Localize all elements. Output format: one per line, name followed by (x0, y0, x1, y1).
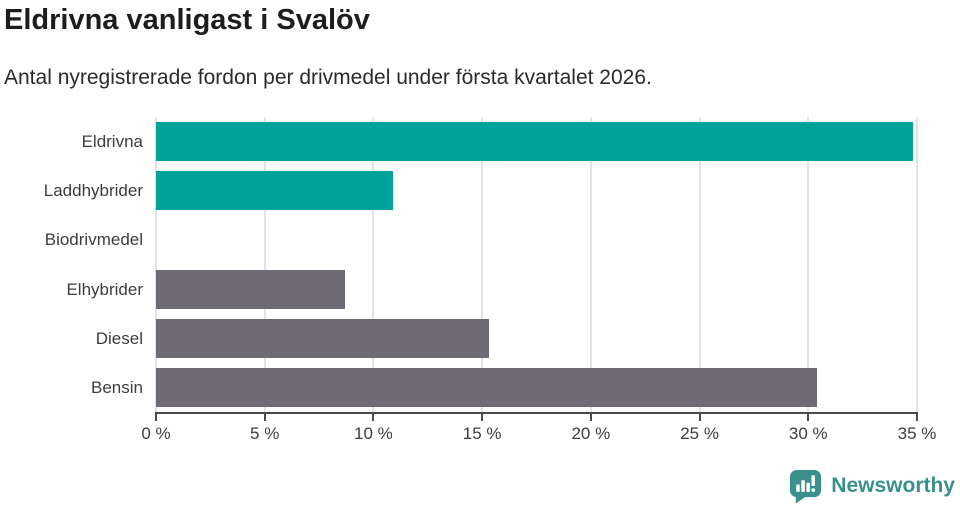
category-label: Laddhybrider (43, 181, 143, 201)
x-axis-line (155, 412, 918, 414)
x-axis-tick-label: 35 % (897, 424, 937, 443)
x-axis-tick (589, 414, 592, 421)
chart-title: Eldrivna vanligast i Svalöv (4, 4, 370, 36)
gridline (916, 117, 918, 412)
x-axis-tick (916, 414, 918, 421)
x-axis-tick-label: 15 % (462, 424, 502, 443)
x-axis-tick (481, 414, 484, 421)
bar (156, 171, 393, 211)
x-axis-tick-label: 25 % (680, 424, 719, 443)
bar (156, 367, 817, 407)
x-axis-tick (807, 414, 810, 421)
x-axis-tick (263, 414, 266, 421)
bar (156, 318, 489, 358)
x-axis-tick-label: 30 % (788, 424, 828, 443)
x-axis-tick (155, 414, 157, 421)
category-label: Elhybrider (66, 279, 143, 299)
newsworthy-logo-icon (790, 469, 822, 504)
bar (156, 269, 346, 309)
x-axis-tick-label: 0 % (141, 424, 171, 443)
horizontal-bar-chart: Eldrivna Laddhybrider Biodrivmedel Elhybrid… (0, 117, 960, 457)
bar (156, 122, 913, 162)
x-axis-tick-label: 10 % (354, 424, 393, 443)
x-axis-tick-label: 5 % (250, 424, 280, 443)
plot-area (155, 117, 918, 412)
gridline (155, 117, 157, 412)
x-axis-tick (372, 414, 375, 421)
brand-footer: Newsworthy (788, 468, 955, 504)
category-label: Biodrivmedel (44, 230, 143, 250)
category-label: Eldrivna (81, 132, 143, 151)
gridline (589, 117, 592, 412)
y-axis-labels: Eldrivna Laddhybrider Biodrivmedel Elhybrid… (0, 117, 143, 412)
chart-subtitle: Antal nyregistrerade fordon per drivmede… (4, 66, 652, 89)
x-axis-tick-label: 20 % (571, 424, 611, 443)
gridline (807, 117, 810, 412)
gridline (698, 117, 701, 412)
gridline (481, 117, 484, 412)
category-label: Bensin (91, 377, 143, 397)
brand-name: Newsworthy (831, 474, 955, 497)
gridline (372, 117, 375, 412)
x-axis-tick (698, 414, 701, 421)
gridline (263, 117, 266, 412)
category-label: Diesel (95, 328, 143, 348)
